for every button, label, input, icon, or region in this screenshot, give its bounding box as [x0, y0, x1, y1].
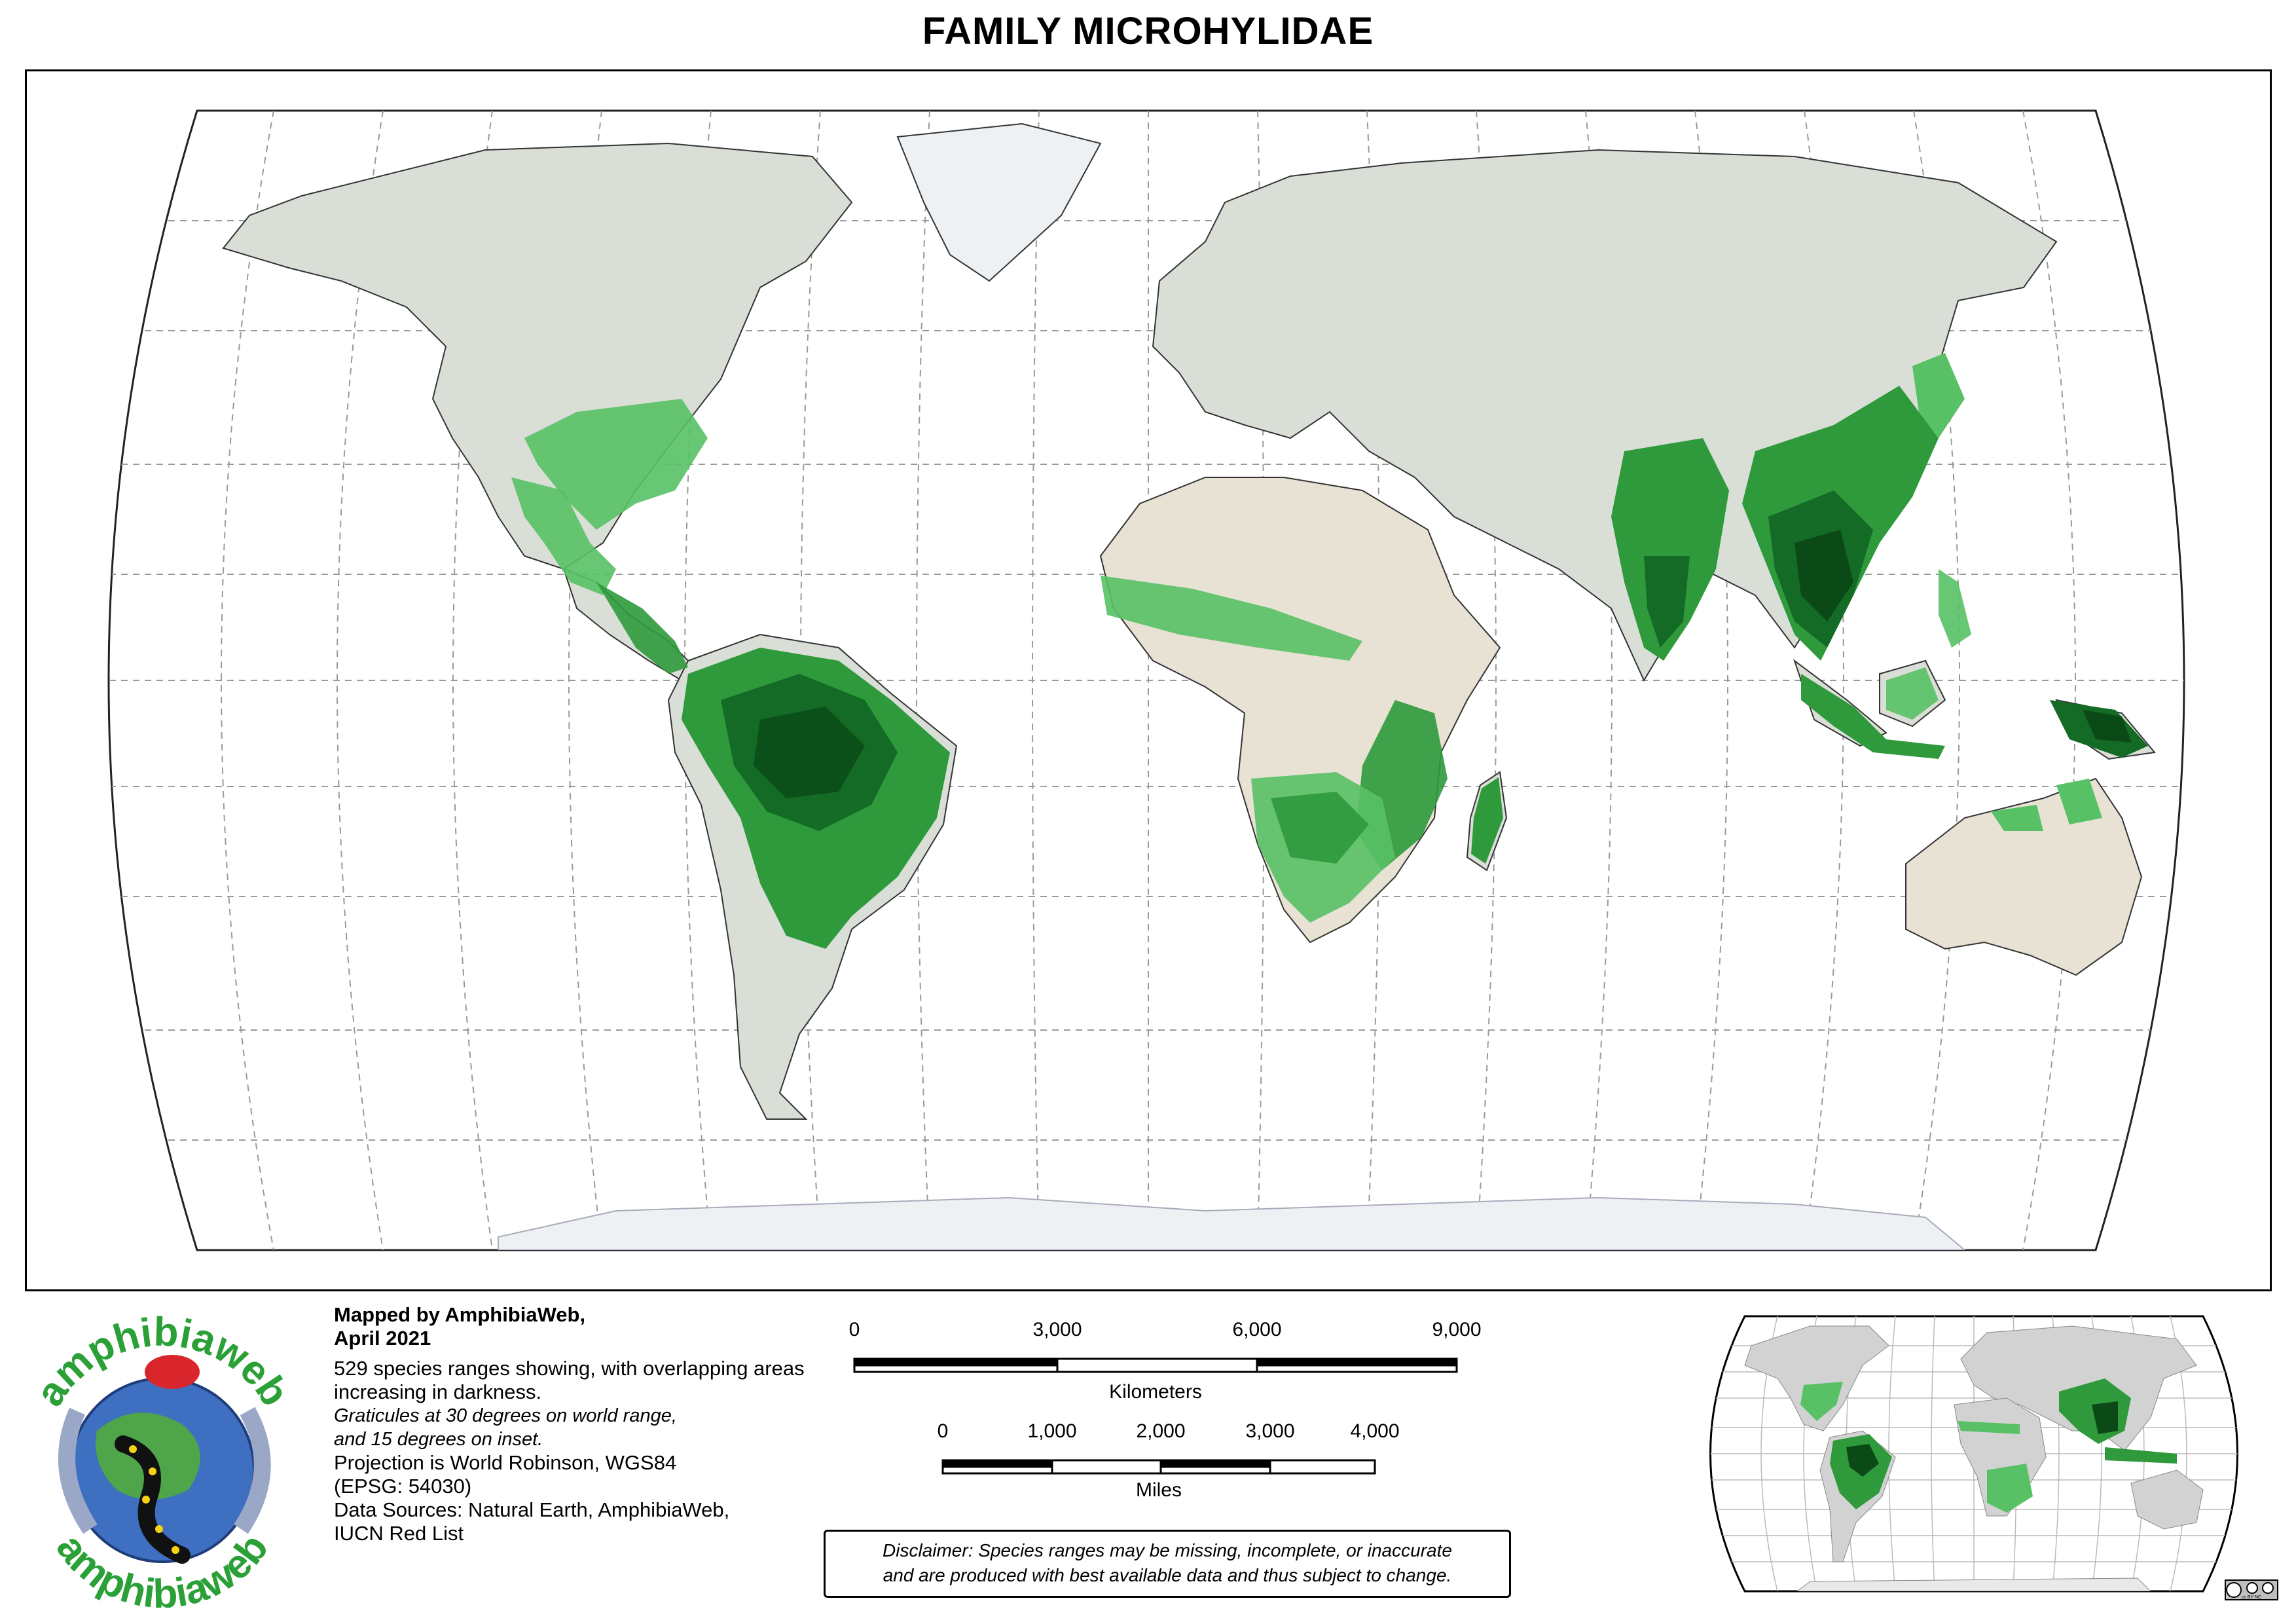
mapped-by: Mapped by AmphibiaWeb,: [334, 1303, 586, 1326]
inset-range-africa-south: [1987, 1464, 2033, 1513]
range-sumatra-java: [1801, 674, 1945, 759]
km-scale-bar: [853, 1357, 1458, 1373]
species-note: 529 species ranges showing, with overlap…: [334, 1357, 805, 1403]
map-credits: Mapped by AmphibiaWeb, April 2021 529 sp…: [334, 1303, 805, 1545]
sources-2: IUCN Red List: [334, 1522, 464, 1545]
graticule-note-1: Graticules at 30 degrees on world range,: [334, 1405, 677, 1426]
graticule-note-2: and 15 degrees on inset.: [334, 1429, 543, 1450]
world-map: [107, 109, 2185, 1251]
inset-range-indochina: [2092, 1401, 2118, 1434]
scale-bars: 0 3,000 6,000 9,000 Kilometers 0 1,000 2…: [849, 1319, 1482, 1500]
inset-range-north-america: [1800, 1382, 1843, 1421]
range-central-africa: [1271, 792, 1369, 864]
license-label: cc BY NC: [2242, 1595, 2261, 1600]
range-indochina-darkest: [1795, 530, 1853, 621]
km-tick-1: 3,000: [1032, 1319, 1082, 1340]
range-mexico: [511, 477, 616, 595]
km-label: Kilometers: [1109, 1381, 1202, 1403]
inset-antarctica: [1796, 1578, 2152, 1591]
range-korea-japan: [1912, 353, 1965, 438]
inset-australia: [2130, 1469, 2204, 1530]
range-india: [1611, 438, 1729, 661]
range-india-core: [1644, 556, 1690, 648]
inset-range-africa-west: [1958, 1421, 2020, 1434]
sources-1: Data Sources: Natural Earth, AmphibiaWeb…: [334, 1498, 730, 1521]
range-amazon-center: [754, 707, 865, 798]
projection-2: (EPSG: 54030): [334, 1475, 472, 1498]
disclaimer-line-1: Disclaimer: Species ranges may be missin…: [883, 1540, 1452, 1560]
world-map-frame: [25, 69, 2272, 1291]
by-icon: [2246, 1582, 2258, 1594]
inset-north-america: [1744, 1325, 1889, 1431]
mi-tick-3: 3,000: [1245, 1420, 1294, 1442]
projection-1: Projection is World Robinson, WGS84: [334, 1451, 677, 1474]
km-tick-2: 6,000: [1232, 1319, 1281, 1340]
mi-tick-0: 0: [938, 1420, 949, 1442]
inset-map: [1709, 1315, 2238, 1593]
new-zealand-landmass: [2166, 954, 2184, 1029]
range-north-america: [524, 399, 708, 530]
km-tick-0: 0: [849, 1319, 860, 1340]
range-central-america: [596, 582, 688, 674]
inset-ranges: [1800, 1378, 2177, 1513]
map-title: FAMILY MICROHYLIDAE: [922, 10, 1374, 52]
range-west-africa: [1101, 576, 1362, 661]
range-madagascar: [1471, 777, 1503, 864]
km-tick-3: 9,000: [1432, 1319, 1481, 1340]
logo-salamander: [115, 1435, 191, 1564]
mi-label: Miles: [1136, 1479, 1182, 1500]
inset-range-amazon: [1846, 1444, 1879, 1477]
mi-tick-4: 4,000: [1350, 1420, 1399, 1442]
cc-icon: [2226, 1582, 2242, 1598]
inset-range-indonesia: [2105, 1447, 2177, 1464]
logo-worm: [58, 1407, 271, 1534]
disclaimer-line-2: and are produced with best available dat…: [883, 1565, 1452, 1585]
mi-tick-1: 1,000: [1027, 1420, 1076, 1442]
amphibiaweb-logo: amphibiaweb amphibiaweb: [27, 1310, 297, 1614]
greenland-landmass: [896, 122, 1102, 282]
nc-icon: [2262, 1582, 2274, 1594]
disclaimer-box: Disclaimer: Species ranges may be missin…: [824, 1530, 1511, 1598]
australia-landmass: [1905, 777, 2143, 976]
range-australia: [1991, 779, 2102, 831]
antarctica-landmass: [498, 1196, 1967, 1250]
mi-scale-bar: [941, 1459, 1376, 1475]
range-new-guinea-core: [2083, 710, 2132, 743]
map-date: April 2021: [334, 1327, 431, 1350]
mi-tick-2: 2,000: [1136, 1420, 1185, 1442]
range-borneo-philippines: [1886, 569, 1971, 720]
north-america-landmass: [222, 142, 853, 570]
species-ranges: [511, 353, 2148, 949]
cc-license-badge: cc BY NC: [2225, 1579, 2278, 1600]
logo-frog: [145, 1355, 200, 1389]
